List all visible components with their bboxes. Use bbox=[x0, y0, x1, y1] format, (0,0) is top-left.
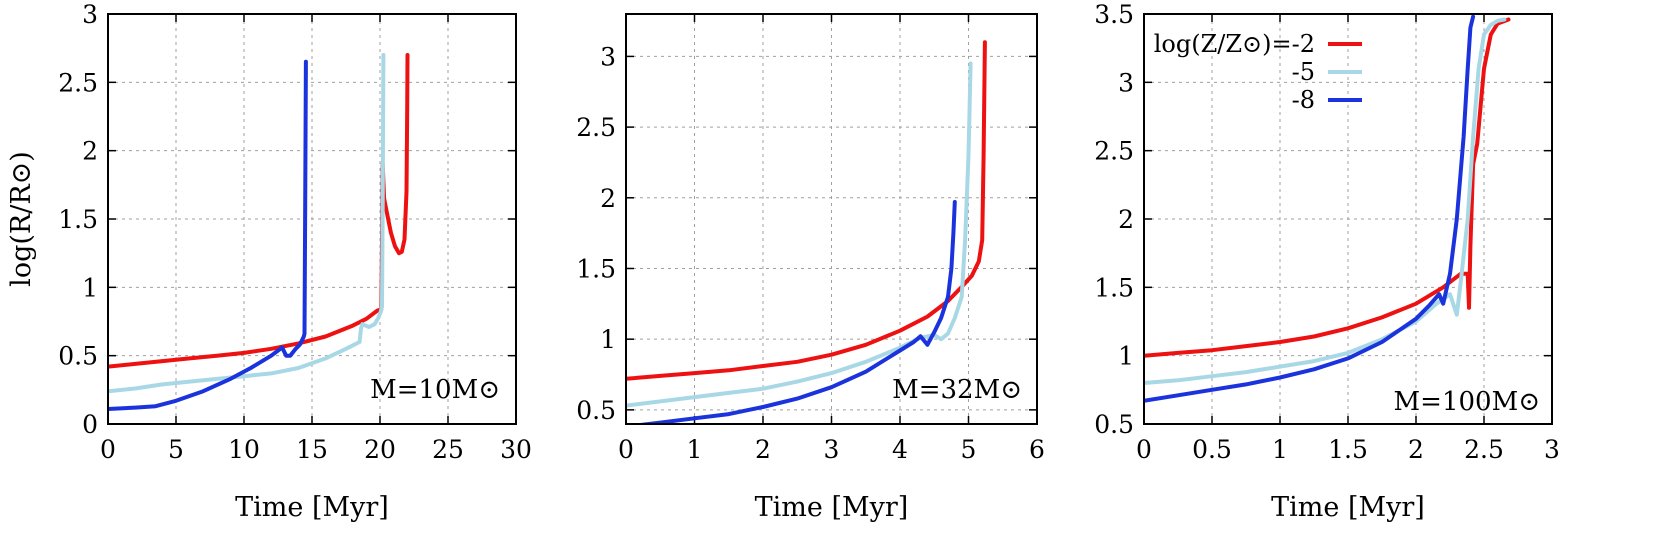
plot-frame bbox=[1143, 13, 1553, 425]
legend-label: -8 bbox=[1292, 86, 1315, 114]
series-line-2 bbox=[632, 200, 957, 424]
y-tick-label: 2 bbox=[1118, 205, 1134, 234]
series-line-2 bbox=[1144, 14, 1476, 403]
x-tick-label: 1.5 bbox=[1328, 435, 1368, 464]
x-tick-label: 30 bbox=[500, 435, 532, 464]
y-tick-label: 2.5 bbox=[58, 68, 98, 97]
x-tick-label: 20 bbox=[364, 435, 396, 464]
y-tick-label: 3 bbox=[1118, 68, 1134, 97]
y-tick-label: 1 bbox=[600, 325, 616, 354]
mass-annotation: M=32M⊙ bbox=[892, 375, 1022, 405]
mass-annotation: M=100M⊙ bbox=[1394, 387, 1540, 417]
x-axis-label: Time [Myr] bbox=[235, 492, 389, 523]
x-tick-label: 10 bbox=[228, 435, 260, 464]
series-group bbox=[108, 53, 410, 411]
legend: log(Z/Z⊙)=-2-5-8 bbox=[1154, 30, 1362, 114]
panel-m10: 0 5 10 15 20 25 30 0 0.5 1 1.5 2 2.5 3 Time [Myr] log(R… bbox=[6, 0, 532, 523]
y-tick-label: 2.5 bbox=[1094, 137, 1134, 166]
x-tick-label: 4 bbox=[892, 435, 908, 464]
y-tick-label: 1.5 bbox=[1094, 273, 1134, 302]
x-tick-label: 1 bbox=[1272, 435, 1288, 464]
mass-annotation: M=10M⊙ bbox=[370, 375, 500, 405]
plot-frame bbox=[107, 13, 517, 425]
legend-label: -5 bbox=[1292, 58, 1315, 86]
panel-m32: 0 1 2 3 4 5 6 0.5 1 1.5 2 2.5 3 Time [Myr] M=32M⊙ bbox=[576, 13, 1045, 523]
x-tick-label: 15 bbox=[296, 435, 328, 464]
series-line-1 bbox=[626, 61, 973, 408]
y-tick-label: 1.5 bbox=[58, 205, 98, 234]
x-tick-label: 3 bbox=[824, 435, 840, 464]
series-line-1 bbox=[1144, 17, 1507, 385]
y-tick-label: 0.5 bbox=[1094, 410, 1134, 439]
y-tick-label: 3.5 bbox=[1094, 0, 1134, 29]
y-tick-label: 1.5 bbox=[576, 254, 616, 283]
y-tick-label: 1 bbox=[1118, 342, 1134, 371]
x-tick-label: 0 bbox=[1136, 435, 1152, 464]
series-group bbox=[1144, 14, 1511, 403]
x-tick-label: 0 bbox=[100, 435, 116, 464]
plot-frame bbox=[625, 13, 1038, 425]
x-tick-label: 1 bbox=[687, 435, 703, 464]
y-tick-label: 3 bbox=[600, 42, 616, 71]
series-line-0 bbox=[108, 53, 410, 369]
x-tick-label: 2.5 bbox=[1464, 435, 1504, 464]
x-axis-label: Time [Myr] bbox=[1271, 492, 1425, 523]
series-line-2 bbox=[108, 59, 308, 411]
x-axis-label: Time [Myr] bbox=[755, 492, 909, 523]
y-tick-label: 0 bbox=[82, 410, 98, 439]
x-tick-label: 5 bbox=[961, 435, 977, 464]
x-tick-label: 0 bbox=[618, 435, 634, 464]
x-tick-label: 2 bbox=[1408, 435, 1424, 464]
x-tick-label: 3 bbox=[1544, 435, 1560, 464]
y-tick-label: 2.5 bbox=[576, 113, 616, 142]
x-tick-label: 2 bbox=[755, 435, 771, 464]
x-tick-label: 0.5 bbox=[1192, 435, 1232, 464]
y-axis-label: log(R/R⊙) bbox=[6, 151, 37, 287]
series-line-0 bbox=[626, 40, 987, 381]
y-tick-label: 2 bbox=[82, 137, 98, 166]
series-group bbox=[626, 40, 987, 424]
y-tick-label: 2 bbox=[600, 184, 616, 213]
y-tick-label: 1 bbox=[82, 273, 98, 302]
x-tick-label: 25 bbox=[432, 435, 464, 464]
series-line-1 bbox=[108, 53, 386, 394]
legend-label: log(Z/Z⊙)=-2 bbox=[1154, 30, 1315, 58]
x-tick-label: 5 bbox=[168, 435, 184, 464]
y-tick-label: 0.5 bbox=[576, 396, 616, 425]
y-tick-label: 3 bbox=[82, 0, 98, 29]
series-line-0 bbox=[1144, 17, 1511, 358]
x-tick-label: 6 bbox=[1029, 435, 1045, 464]
y-tick-label: 0.5 bbox=[58, 342, 98, 371]
